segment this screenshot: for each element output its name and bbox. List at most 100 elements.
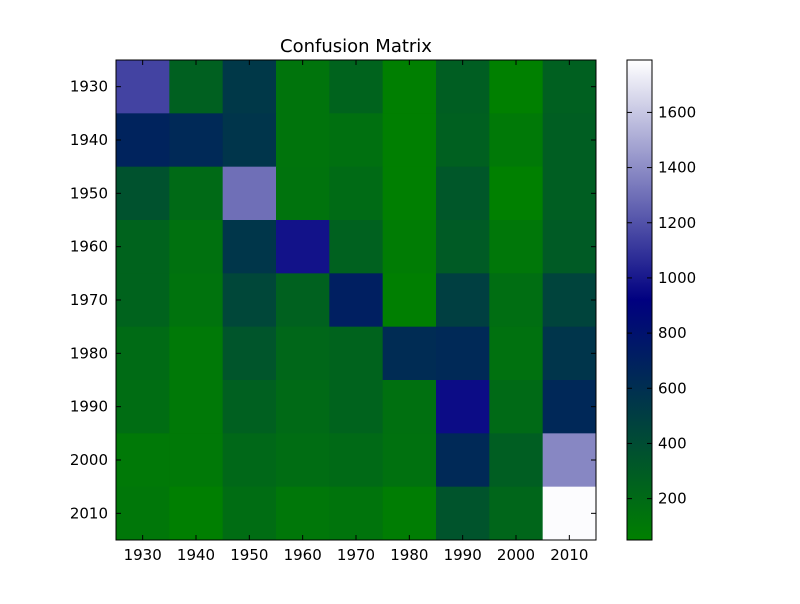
heatmap-cell — [542, 166, 597, 221]
x-tick-label: 1930 — [124, 546, 162, 564]
heatmap-cell — [382, 166, 437, 221]
heatmap-cell — [542, 60, 597, 114]
heatmap-cell — [489, 486, 544, 541]
colorbar — [626, 59, 653, 541]
heatmap-cell — [276, 220, 330, 274]
heatmap-cell — [222, 166, 277, 221]
heatmap-cell — [116, 220, 170, 274]
heatmap-cell — [222, 380, 277, 434]
colorbar-tick-label: 800 — [658, 324, 687, 342]
heatmap-cell — [436, 433, 490, 488]
heatmap-cell — [436, 220, 490, 274]
heatmap-cell — [329, 60, 384, 114]
x-tick-label: 2010 — [550, 546, 588, 564]
heatmap-cell — [436, 486, 490, 541]
heatmap-cell — [169, 273, 224, 328]
heatmap-cell — [436, 60, 490, 114]
heatmap-cell — [169, 326, 224, 381]
colorbar-tick-label: 1000 — [658, 269, 696, 287]
heatmap-cell — [169, 60, 224, 114]
colorbar-axis: 200 400 600 800 1000 1200 1400 1600 — [627, 103, 696, 508]
heatmap-cell — [489, 380, 544, 434]
heatmap-cell — [542, 113, 597, 168]
heatmap-cell — [329, 220, 384, 274]
heatmap-cell — [382, 486, 437, 541]
heatmap-cell — [116, 326, 170, 381]
heatmap-cells — [116, 60, 597, 541]
heatmap-cell — [116, 486, 170, 541]
heatmap-cell — [222, 220, 277, 274]
heatmap-cell — [116, 273, 170, 328]
y-tick-label: 1950 — [70, 184, 108, 202]
x-tick-label: 2000 — [497, 546, 535, 564]
heatmap-cell — [489, 273, 544, 328]
heatmap-cell — [489, 113, 544, 168]
chart-title: Confusion Matrix — [280, 36, 432, 57]
heatmap-cell — [329, 486, 384, 541]
x-tick-label: 1940 — [177, 546, 215, 564]
heatmap-cell — [276, 380, 330, 434]
heatmap-cell — [222, 273, 277, 328]
heatmap-cell — [276, 60, 330, 114]
heatmap-cell — [276, 486, 330, 541]
y-tick-label: 1980 — [70, 344, 108, 362]
colorbar-tick-label: 1200 — [658, 214, 696, 232]
x-tick-label: 1990 — [444, 546, 482, 564]
x-tick-label: 1960 — [284, 546, 322, 564]
heatmap-cell — [329, 273, 384, 328]
x-tick-label: 1950 — [230, 546, 268, 564]
colorbar-tick-label: 400 — [658, 434, 687, 452]
heatmap-cell — [169, 380, 224, 434]
heatmap-cell — [276, 113, 330, 168]
heatmap-cell — [436, 113, 490, 168]
heatmap-cell — [382, 60, 437, 114]
y-tick-label: 2000 — [70, 451, 108, 469]
x-axis: 1930 1940 1950 1960 1970 1980 1990 2000 2010 — [124, 60, 588, 564]
heatmap-cell — [542, 326, 597, 381]
heatmap-cell — [489, 220, 544, 274]
heatmap-cell — [169, 486, 224, 541]
heatmap-cell — [169, 166, 224, 221]
colorbar-tick-label: 1600 — [658, 103, 696, 121]
heatmap-cell — [329, 380, 384, 434]
heatmap-cell — [542, 220, 597, 274]
heatmap-cell — [329, 166, 384, 221]
heatmap-cell — [542, 486, 597, 541]
heatmap-cell — [542, 433, 597, 488]
heatmap-cell — [222, 113, 277, 168]
heatmap-cell — [489, 60, 544, 114]
colorbar-tick-label: 600 — [658, 379, 687, 397]
heatmap-cell — [169, 113, 224, 168]
heatmap-cell — [436, 380, 490, 434]
heatmap-cell — [436, 273, 490, 328]
colorbar-tick-label: 1400 — [658, 159, 696, 177]
heatmap-cell — [276, 326, 330, 381]
heatmap-cell — [116, 166, 170, 221]
y-tick-label: 2010 — [70, 504, 108, 522]
heatmap-cell — [329, 433, 384, 488]
heatmap-cell — [489, 433, 544, 488]
heatmap-cell — [489, 166, 544, 221]
heatmap-cell — [222, 433, 277, 488]
heatmap-cell — [276, 166, 330, 221]
heatmap-cell — [329, 113, 384, 168]
heatmap-cell — [382, 113, 437, 168]
heatmap-cell — [222, 486, 277, 541]
x-tick-label: 1980 — [390, 546, 428, 564]
y-tick-label: 1930 — [70, 78, 108, 96]
heatmap-cell — [116, 380, 170, 434]
heatmap-cell — [382, 273, 437, 328]
heatmap-cell — [382, 326, 437, 381]
heatmap-cell — [222, 60, 277, 114]
colorbar-tick-label: 200 — [658, 490, 687, 508]
y-tick-label: 1970 — [70, 291, 108, 309]
heatmap-cell — [382, 220, 437, 274]
y-axis: 1930 1940 1950 1960 1970 1980 1990 2000 2010 — [70, 78, 596, 522]
heatmap-cell — [116, 60, 170, 114]
heatmap-cell — [436, 326, 490, 381]
heatmap-cell — [276, 273, 330, 328]
heatmap-cell — [169, 220, 224, 274]
heatmap-cell — [222, 326, 277, 381]
heatmap-cell — [169, 433, 224, 488]
